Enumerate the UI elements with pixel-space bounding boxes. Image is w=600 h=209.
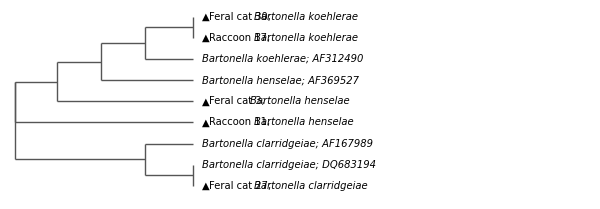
Text: Bartonella henselae; AF369527: Bartonella henselae; AF369527: [202, 75, 359, 85]
Text: Feral cat 30;: Feral cat 30;: [209, 12, 275, 22]
Text: Raccoon 17;: Raccoon 17;: [209, 33, 274, 43]
Text: Bartonella koehlerae: Bartonella koehlerae: [254, 12, 358, 22]
Text: Bartonella clarridgeiae; AF167989: Bartonella clarridgeiae; AF167989: [202, 139, 373, 149]
Text: ▲: ▲: [202, 96, 213, 106]
Text: Feral cat 3;: Feral cat 3;: [209, 96, 268, 106]
Text: ▲: ▲: [202, 181, 213, 191]
Text: Feral cat 27;: Feral cat 27;: [209, 181, 275, 191]
Text: Bartonella koehlerae: Bartonella koehlerae: [254, 33, 358, 43]
Text: Bartonella koehlerae; AF312490: Bartonella koehlerae; AF312490: [202, 54, 364, 64]
Text: Bartonella clarridgeiae: Bartonella clarridgeiae: [254, 181, 368, 191]
Text: Bartonella henselae: Bartonella henselae: [250, 96, 350, 106]
Text: ▲: ▲: [202, 33, 213, 43]
Text: Bartonella henselae: Bartonella henselae: [254, 117, 353, 127]
Text: Bartonella clarridgeiae; DQ683194: Bartonella clarridgeiae; DQ683194: [202, 160, 376, 170]
Text: ▲: ▲: [202, 12, 213, 22]
Text: ▲: ▲: [202, 117, 213, 127]
Text: Raccoon 11;: Raccoon 11;: [209, 117, 274, 127]
